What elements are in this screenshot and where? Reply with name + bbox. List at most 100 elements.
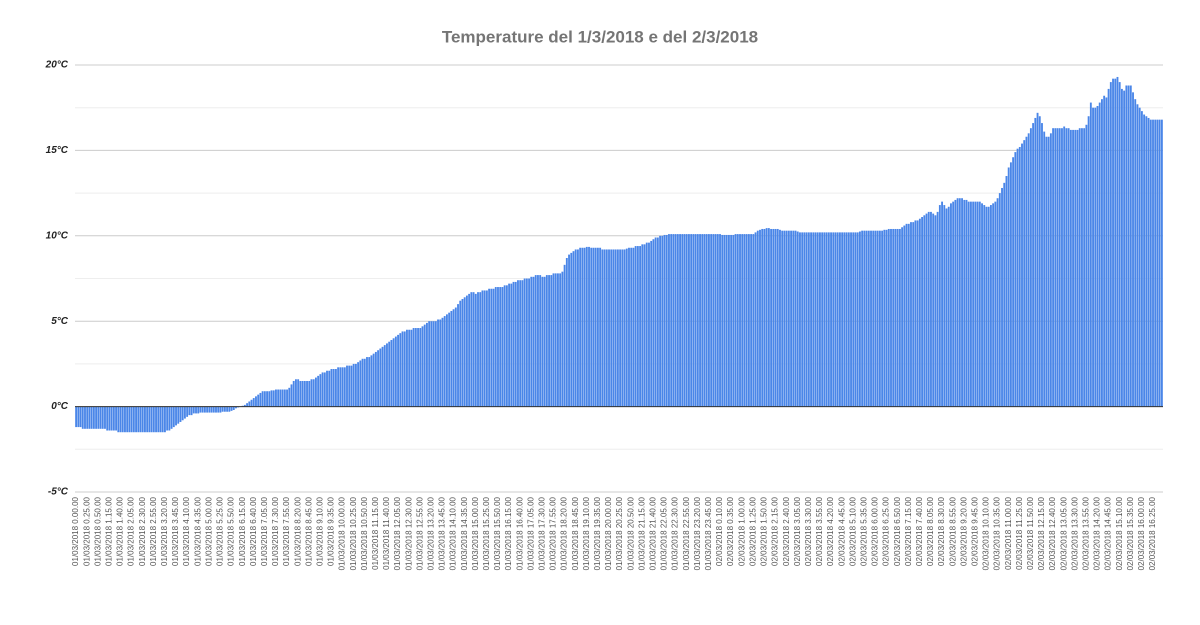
x-tick-label: 02/03/2018 12.15.00 (1037, 496, 1046, 570)
bar (721, 234, 724, 407)
bar (490, 288, 493, 407)
bar (346, 365, 348, 407)
bar (459, 300, 462, 407)
bar (576, 249, 579, 407)
bar (1149, 119, 1152, 407)
bar (88, 406, 91, 429)
bar (696, 234, 699, 407)
bar (86, 406, 89, 429)
bar (286, 389, 288, 407)
bar (230, 406, 233, 411)
bar (1145, 116, 1148, 407)
bar (907, 223, 910, 407)
bar (288, 387, 291, 407)
bar (115, 406, 118, 431)
bar (701, 234, 704, 407)
bar (272, 390, 275, 407)
x-tick-label: 02/03/2018 9.45.00 (970, 496, 979, 566)
bar (1074, 129, 1077, 407)
bar (1147, 117, 1150, 407)
x-tick-label: 01/03/2018 19.10.00 (582, 496, 591, 570)
bar (956, 198, 959, 407)
bar (503, 285, 506, 407)
bar (950, 203, 952, 407)
bar (523, 278, 526, 407)
x-tick-label: 01/03/2018 8.20.00 (293, 496, 302, 566)
bar (894, 228, 897, 407)
bar (159, 406, 162, 433)
bar (754, 232, 757, 407)
bar (665, 234, 668, 407)
bar (223, 406, 226, 412)
bar (874, 230, 877, 407)
bar (710, 234, 713, 407)
bar (1003, 182, 1006, 407)
bar (1118, 82, 1121, 407)
bar (77, 406, 80, 428)
bar (987, 206, 990, 407)
bar (1029, 128, 1032, 407)
bar (326, 370, 328, 407)
bar (1021, 143, 1023, 407)
bar (101, 406, 104, 429)
bar (192, 406, 195, 414)
bar (1123, 90, 1126, 407)
bar (421, 326, 424, 407)
bar (825, 232, 828, 407)
bar (510, 283, 513, 407)
bar (357, 362, 360, 407)
bar (865, 230, 868, 407)
bar (981, 203, 983, 407)
bar (521, 280, 524, 407)
bar (477, 292, 479, 407)
bar (84, 406, 86, 429)
bar (725, 234, 728, 407)
bar (1156, 119, 1159, 407)
bar (883, 229, 886, 407)
bar (1081, 128, 1083, 407)
bar (1114, 78, 1117, 407)
x-tick-label: 01/03/2018 18.20.00 (560, 496, 569, 570)
bar (947, 206, 950, 407)
bar (847, 232, 850, 407)
bar (1072, 129, 1075, 407)
bar (1096, 105, 1099, 407)
x-tick-label: 01/03/2018 7.05.00 (260, 496, 269, 566)
bar (930, 211, 932, 407)
bar (406, 329, 408, 407)
bar (403, 331, 406, 407)
bar (668, 234, 670, 407)
bar (541, 276, 544, 407)
bar (830, 232, 832, 407)
bar (852, 232, 855, 407)
bar (492, 288, 495, 407)
bar (901, 227, 904, 407)
bar (1105, 97, 1108, 407)
bar (166, 406, 169, 431)
bar (215, 406, 217, 413)
bar (359, 360, 362, 407)
bar (579, 247, 582, 407)
bar (321, 372, 324, 407)
bar (519, 280, 522, 407)
x-tick-label: 01/03/2018 23.20.00 (693, 496, 702, 570)
bar (525, 278, 528, 407)
bar (739, 234, 741, 407)
bar (592, 247, 595, 407)
bar (377, 350, 380, 407)
bar (821, 232, 824, 407)
x-tick-label: 01/03/2018 13.45.00 (438, 496, 447, 570)
bar (916, 220, 919, 407)
bar (878, 230, 881, 407)
x-tick-label: 02/03/2018 13.05.00 (1059, 496, 1068, 570)
bar (1154, 119, 1157, 407)
x-tick-label: 02/03/2018 3.05.00 (793, 496, 802, 566)
bar (934, 215, 937, 407)
bar (996, 198, 999, 407)
bar (135, 406, 137, 433)
bar (534, 275, 537, 407)
bar (876, 230, 879, 407)
x-tick-label: 02/03/2018 11.50.00 (1026, 496, 1035, 569)
bar (97, 406, 100, 429)
bar (383, 345, 386, 407)
